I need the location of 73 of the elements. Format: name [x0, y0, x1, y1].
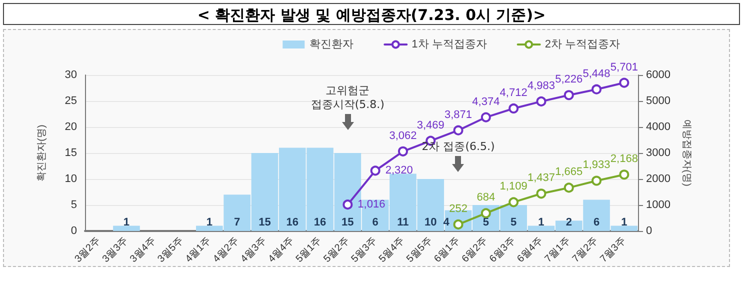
data-label: 5,448	[582, 68, 610, 80]
data-label: 252	[449, 202, 468, 215]
data-label: 1,665	[555, 166, 583, 178]
data-label: 5	[482, 216, 489, 228]
data-label: 16	[314, 216, 326, 228]
y-tick-label: 25	[64, 95, 77, 107]
y2-tick-label: 3000	[646, 147, 670, 159]
data-label: 15	[258, 216, 271, 228]
y-tick-label: 20	[64, 121, 77, 133]
y-tick-label: 10	[64, 173, 77, 185]
data-label: 15	[342, 216, 354, 228]
point	[480, 112, 491, 122]
data-label: 5,226	[555, 74, 583, 86]
point	[564, 90, 574, 100]
data-label: 684	[476, 192, 496, 204]
data-label: 6	[593, 216, 600, 228]
y2-tick-label: 4000	[646, 121, 670, 133]
y-axis-title: 확진환자(명)	[36, 124, 48, 182]
annotation: 2차 접종(6.5.)	[422, 140, 495, 154]
point	[342, 200, 353, 210]
y2-axis-title: 예방접종자(명)	[680, 120, 692, 186]
data-label: 1,016	[358, 198, 386, 211]
y2-tick-label: 0	[646, 225, 652, 237]
point	[536, 188, 546, 199]
point	[619, 170, 630, 180]
data-label: 1	[206, 216, 212, 228]
legend-label: 2차 누적접종자	[544, 38, 620, 50]
legend-label: 확진환자	[310, 38, 354, 50]
data-label: 4,983	[527, 80, 555, 92]
point	[398, 146, 408, 156]
data-label: 1,109	[500, 180, 528, 193]
point	[619, 78, 630, 88]
data-label: 3,871	[444, 108, 472, 121]
y2-tick-label: 2000	[646, 173, 670, 185]
point	[592, 84, 602, 94]
data-label: 5,701	[610, 61, 638, 74]
data-label: 1,933	[582, 159, 610, 172]
data-label: 10	[424, 216, 437, 228]
data-label: 1	[538, 216, 544, 228]
y2-tick-label: 1000	[646, 199, 670, 211]
point	[453, 125, 464, 136]
chart-title: < 확진환자 발생 및 예방접종자(7.23. 0시 기준)>	[3, 3, 740, 25]
y-tick-label: 30	[64, 69, 77, 81]
data-label: 4,712	[500, 86, 528, 99]
data-label: 4,374	[472, 96, 500, 108]
data-label: 16	[286, 216, 298, 228]
point	[592, 176, 602, 186]
y2-tick-label: 6000	[646, 69, 670, 81]
y-tick-label: 15	[64, 147, 77, 159]
data-label: 11	[397, 216, 409, 228]
point	[508, 197, 519, 208]
data-label: 7	[234, 216, 240, 228]
data-label: 2,320	[385, 164, 413, 177]
data-label: 3,469	[416, 119, 444, 132]
point	[536, 96, 546, 106]
point	[508, 103, 519, 114]
bar	[113, 226, 140, 231]
data-label: 2,168	[610, 153, 638, 166]
y-tick-label: 0	[70, 225, 77, 237]
data-label: 1	[621, 216, 628, 228]
point	[370, 166, 380, 176]
annotation: 고위험군 접종시작(5.8.)	[310, 84, 384, 112]
data-label: 1,437	[527, 172, 555, 184]
legend-label: 1차 누적접종자	[412, 38, 487, 50]
data-label: 3,062	[389, 130, 417, 142]
data-label: 6	[372, 216, 378, 228]
y-tick-label: 5	[70, 199, 77, 211]
data-label: 1	[123, 216, 130, 228]
data-label: 4	[443, 216, 450, 228]
y2-tick-label: 5000	[646, 95, 670, 107]
data-label: 5	[510, 216, 517, 228]
point	[564, 182, 574, 193]
data-label: 2	[566, 216, 572, 228]
